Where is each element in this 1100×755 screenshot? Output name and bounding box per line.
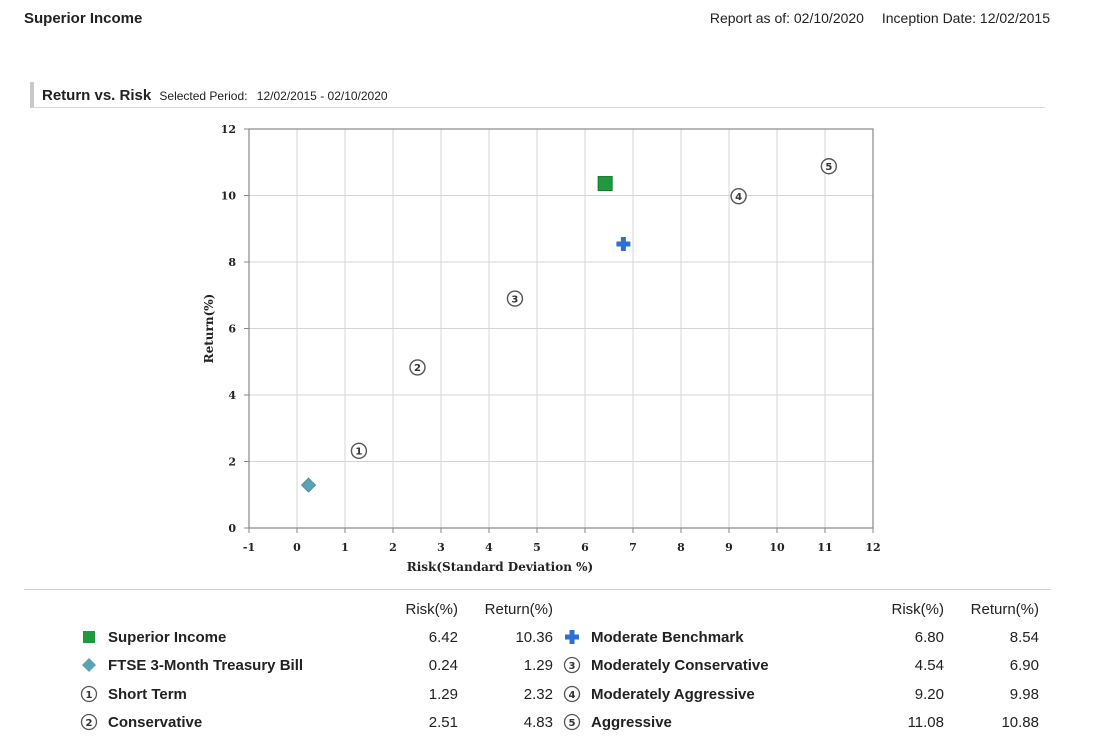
legend-row: 3 Moderately Conservative 4.54 6.90 bbox=[563, 653, 1039, 679]
legend-row: 4 Moderately Aggressive 9.20 9.98 bbox=[563, 682, 1039, 708]
y-axis-label: Return(%) bbox=[202, 294, 216, 364]
section-header: Return vs. Risk Selected Period: 12/02/2… bbox=[30, 82, 1045, 108]
x-tick-label: 5 bbox=[533, 541, 541, 554]
svg-text:2: 2 bbox=[86, 718, 93, 729]
point-conservative bbox=[409, 359, 426, 376]
section-title: Return vs. Risk bbox=[42, 87, 152, 104]
legend-name-conservative: Conservative bbox=[108, 713, 203, 731]
divider bbox=[24, 589, 1051, 590]
y-tick-label: 0 bbox=[228, 522, 236, 535]
legend-name-moderately-aggressive: Moderately Aggressive bbox=[591, 685, 755, 703]
legend-right-risk-header: Risk(%) bbox=[891, 601, 945, 618]
x-tick-label: 9 bbox=[725, 541, 733, 554]
diamond-marker-icon bbox=[80, 656, 98, 674]
point-aggressive bbox=[820, 158, 838, 175]
legend-name-ftse-3-month-treasury-bill: FTSE 3-Month Treasury Bill bbox=[108, 657, 304, 675]
square-marker-icon bbox=[80, 628, 98, 646]
legend-risk-value: 6.42 bbox=[428, 629, 458, 646]
legend-risk-value: 11.08 bbox=[907, 713, 944, 731]
point-moderately-conservative bbox=[506, 290, 524, 307]
point-label-short-term: 1 bbox=[355, 447, 362, 458]
x-tick-label: 2 bbox=[389, 541, 397, 554]
point-label-conservative: 2 bbox=[414, 363, 421, 374]
legend-risk-value: 4.54 bbox=[914, 657, 944, 675]
legend-right-return-header: Return(%) bbox=[970, 601, 1039, 618]
point-moderate-benchmark bbox=[616, 237, 631, 252]
legend-return-value: 10.36 bbox=[515, 629, 553, 646]
legend-risk-value: 2.51 bbox=[428, 713, 458, 731]
section-title-wrap: Return vs. Risk Selected Period: 12/02/2… bbox=[42, 87, 388, 104]
y-tick-label: 8 bbox=[228, 256, 236, 269]
report-date: Report as of: 02/10/2020 bbox=[709, 10, 864, 26]
circle-marker-icon: 1 bbox=[80, 685, 98, 703]
circle-marker-icon: 4 bbox=[563, 685, 581, 703]
report-meta: Report as of: 02/10/2020 Inception Date:… bbox=[710, 10, 1050, 26]
legend-row: Moderate Benchmark 6.80 8.54 bbox=[563, 625, 1039, 651]
x-tick-label: 4 bbox=[485, 541, 493, 554]
legend-return-value: 4.83 bbox=[523, 713, 553, 731]
point-label-moderately-aggressive: 4 bbox=[735, 192, 742, 203]
page-title: Superior Income bbox=[24, 10, 143, 27]
point-short-term bbox=[350, 442, 368, 460]
x-tick-label: 0 bbox=[293, 541, 301, 554]
x-tick-label: 12 bbox=[865, 541, 880, 554]
legend-left-risk-header: Risk(%) bbox=[405, 601, 459, 618]
legend-return-value: 8.54 bbox=[1009, 629, 1039, 646]
x-tick-label: 7 bbox=[629, 541, 637, 554]
svg-text:1: 1 bbox=[86, 689, 93, 700]
legend-return-value: 9.98 bbox=[1009, 685, 1039, 703]
circle-marker-icon: 3 bbox=[563, 656, 581, 674]
legend-name-moderate-benchmark: Moderate Benchmark bbox=[591, 629, 744, 646]
legend-left-return-header: Return(%) bbox=[484, 601, 553, 618]
legend-risk-value: 9.20 bbox=[914, 685, 944, 703]
legend-name-short-term: Short Term bbox=[108, 685, 187, 703]
legend-name-aggressive: Aggressive bbox=[591, 713, 672, 731]
x-tick-label: 3 bbox=[437, 541, 445, 554]
y-tick-label: 2 bbox=[228, 456, 236, 469]
period-value: 12/02/2015 - 02/10/2020 bbox=[256, 89, 388, 103]
legend-row: Superior Income 6.42 10.36 bbox=[80, 625, 553, 651]
svg-text:5: 5 bbox=[569, 718, 576, 729]
y-tick-label: 12 bbox=[221, 123, 236, 136]
x-tick-label: -1 bbox=[243, 541, 255, 554]
legend-risk-value: 0.24 bbox=[428, 657, 458, 675]
legend-name-superior-income: Superior Income bbox=[108, 629, 227, 646]
inception-date: Inception Date: 12/02/2015 bbox=[881, 10, 1050, 26]
legend-risk-value: 6.80 bbox=[914, 629, 944, 646]
x-tick-label: 11 bbox=[817, 541, 832, 554]
legend-return-value: 10.88 bbox=[1001, 713, 1039, 731]
legend-return-value: 6.90 bbox=[1009, 657, 1039, 675]
point-moderately-aggressive bbox=[730, 187, 747, 205]
selected-period: Selected Period: 12/02/2015 - 02/10/2020 bbox=[159, 89, 387, 103]
period-label: Selected Period: bbox=[159, 89, 248, 103]
legend-row: 1 Short Term 1.29 2.32 bbox=[80, 682, 553, 708]
point-label-moderately-conservative: 3 bbox=[511, 294, 518, 305]
x-tick-label: 8 bbox=[677, 541, 685, 554]
x-tick-label: 6 bbox=[581, 541, 589, 554]
point-label-aggressive: 5 bbox=[825, 162, 832, 173]
legend-risk-value: 1.29 bbox=[428, 685, 458, 703]
svg-text:3: 3 bbox=[569, 661, 576, 672]
x-tick-label: 1 bbox=[341, 541, 349, 554]
legend-row: 2 Conservative 2.51 4.83 bbox=[80, 710, 553, 736]
point-ftse-3-month-treasury-bill bbox=[300, 477, 317, 493]
y-tick-label: 10 bbox=[221, 190, 237, 203]
legend-return-value: 2.32 bbox=[523, 685, 553, 703]
svg-text:4: 4 bbox=[569, 689, 576, 700]
legend-row: FTSE 3-Month Treasury Bill 0.24 1.29 bbox=[80, 653, 553, 679]
risk-return-chart: -1 0 1 2 3 4 5 6 7 8 9 10 11 12024681012Risk(Standard… bbox=[202, 123, 881, 574]
y-tick-label: 4 bbox=[228, 389, 236, 402]
point-superior-income bbox=[597, 176, 613, 192]
circle-marker-icon: 2 bbox=[80, 713, 98, 731]
legend-name-moderately-conservative: Moderately Conservative bbox=[591, 657, 769, 675]
legend-return-value: 1.29 bbox=[523, 657, 553, 675]
circle-marker-icon: 5 bbox=[563, 713, 581, 731]
y-tick-label: 6 bbox=[228, 323, 236, 336]
x-tick-label: 10 bbox=[769, 541, 785, 554]
legend-row: 5 Aggressive 11.08 10.88 bbox=[563, 710, 1039, 736]
x-axis-label: Risk(Standard Deviation %) bbox=[407, 560, 593, 574]
plus-marker-icon bbox=[563, 628, 581, 646]
